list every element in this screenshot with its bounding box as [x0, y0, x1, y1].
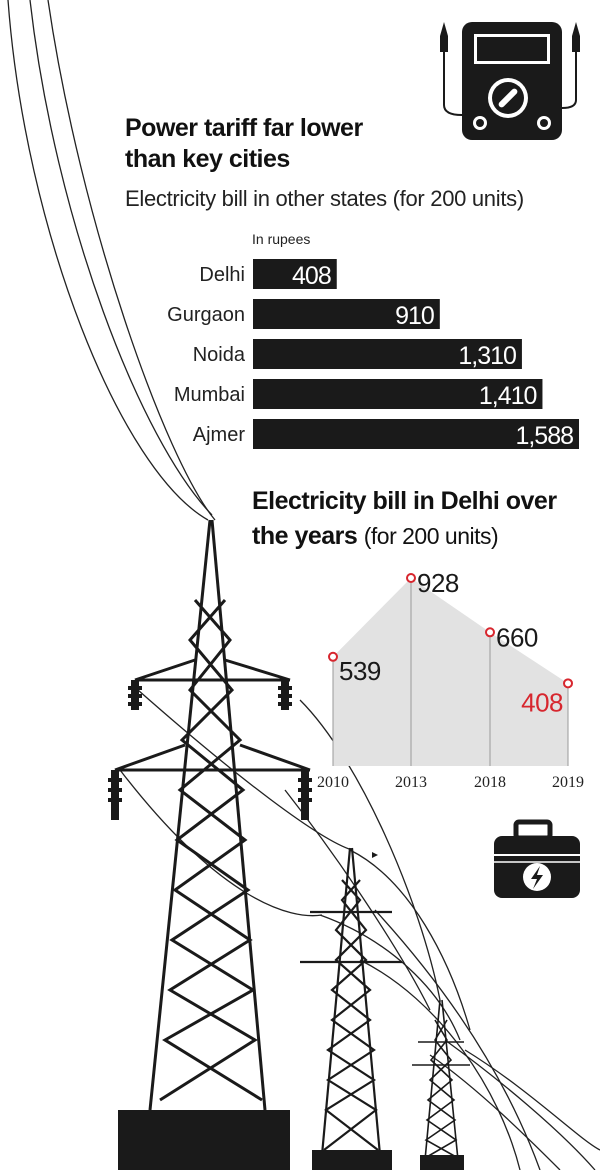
insulators: [108, 680, 312, 820]
bar-value-label: 1,588: [515, 422, 573, 450]
data-point: [328, 651, 338, 662]
bar-chart-subtitle: Electricity bill in other states (for 20…: [125, 186, 524, 211]
data-value-label: 660: [496, 622, 538, 652]
data-value-label: 539: [339, 656, 381, 686]
x-tick-label: 2019: [552, 774, 584, 791]
data-value-label: 408: [521, 687, 563, 717]
medium-tower: [300, 847, 402, 1156]
bar-category-label: Noida: [193, 344, 246, 366]
bar-category-label: Delhi: [199, 264, 245, 286]
tower-base: [420, 1155, 464, 1170]
bar: [253, 299, 440, 329]
data-point: [563, 678, 573, 689]
x-tick-label: 2018: [474, 774, 506, 791]
small-tower: [412, 999, 470, 1161]
bar-chart-title-line2: than key cities: [125, 145, 290, 173]
bar: [253, 339, 522, 369]
power-toolbox-icon: [494, 819, 580, 898]
x-tick-label: 2013: [395, 774, 427, 791]
bird-icon: [372, 852, 378, 858]
data-point: [485, 627, 495, 638]
data-point: [406, 573, 416, 583]
bar-value-label: 408: [292, 262, 331, 290]
tower-base: [312, 1150, 392, 1170]
x-tick-label: 2010: [317, 774, 349, 791]
multimeter-icon: [440, 22, 580, 140]
area-fill: [333, 578, 568, 766]
tower-base: [118, 1110, 290, 1170]
bar: [253, 259, 337, 289]
unit-label: In rupees: [252, 231, 311, 247]
bar-value-label: 1,410: [479, 382, 537, 410]
bar-value-label: 910: [395, 302, 434, 330]
power-cables: [7, 0, 600, 1170]
line-chart-title-suffix: (for 200 units): [363, 523, 499, 549]
bar: [253, 419, 579, 449]
bar-chart-title: Power tariff far lower than key cities: [125, 113, 425, 175]
bar-category-label: Ajmer: [193, 424, 246, 446]
large-tower: [114, 519, 311, 1111]
bar-chart-title-line1: Power tariff far lower: [125, 114, 363, 142]
bar-value-label: 1,310: [458, 342, 516, 370]
bar-category-label: Mumbai: [174, 384, 245, 406]
line-chart-title-main: Electricity bill in Delhi over the years: [252, 487, 557, 550]
data-value-label: 928: [417, 568, 459, 598]
bar-category-label: Gurgaon: [167, 304, 245, 326]
line-chart-title: Electricity bill in Delhi over the years…: [252, 484, 597, 554]
bar: [253, 379, 543, 409]
